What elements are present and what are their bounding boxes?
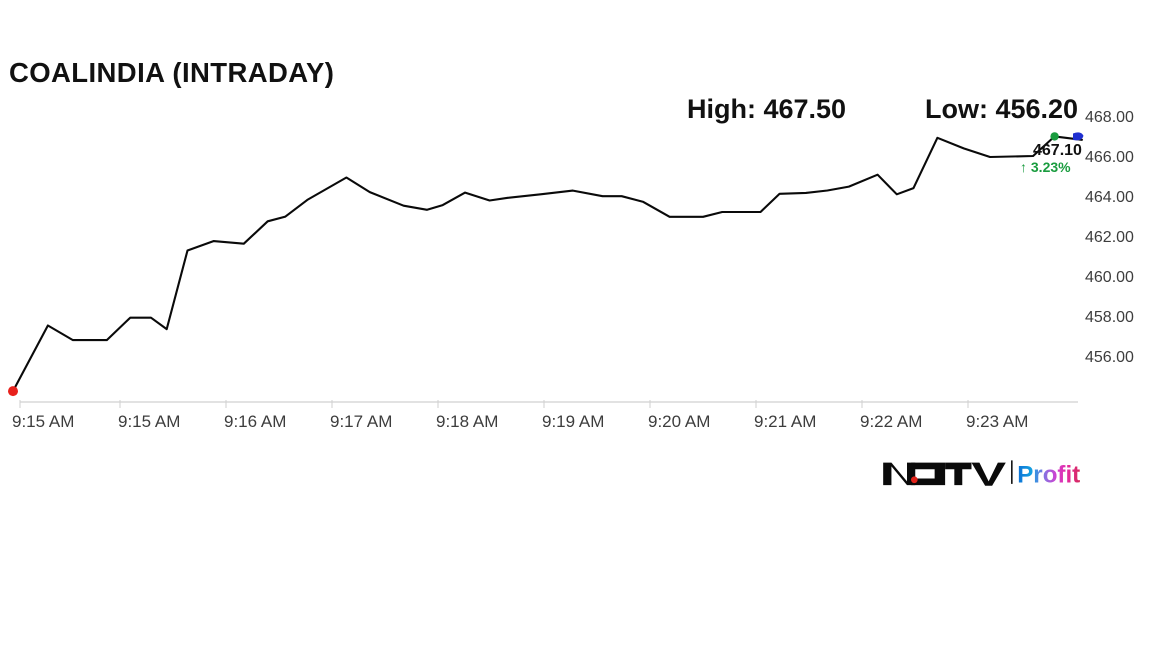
svg-text:Profit: Profit: [1017, 461, 1080, 486]
